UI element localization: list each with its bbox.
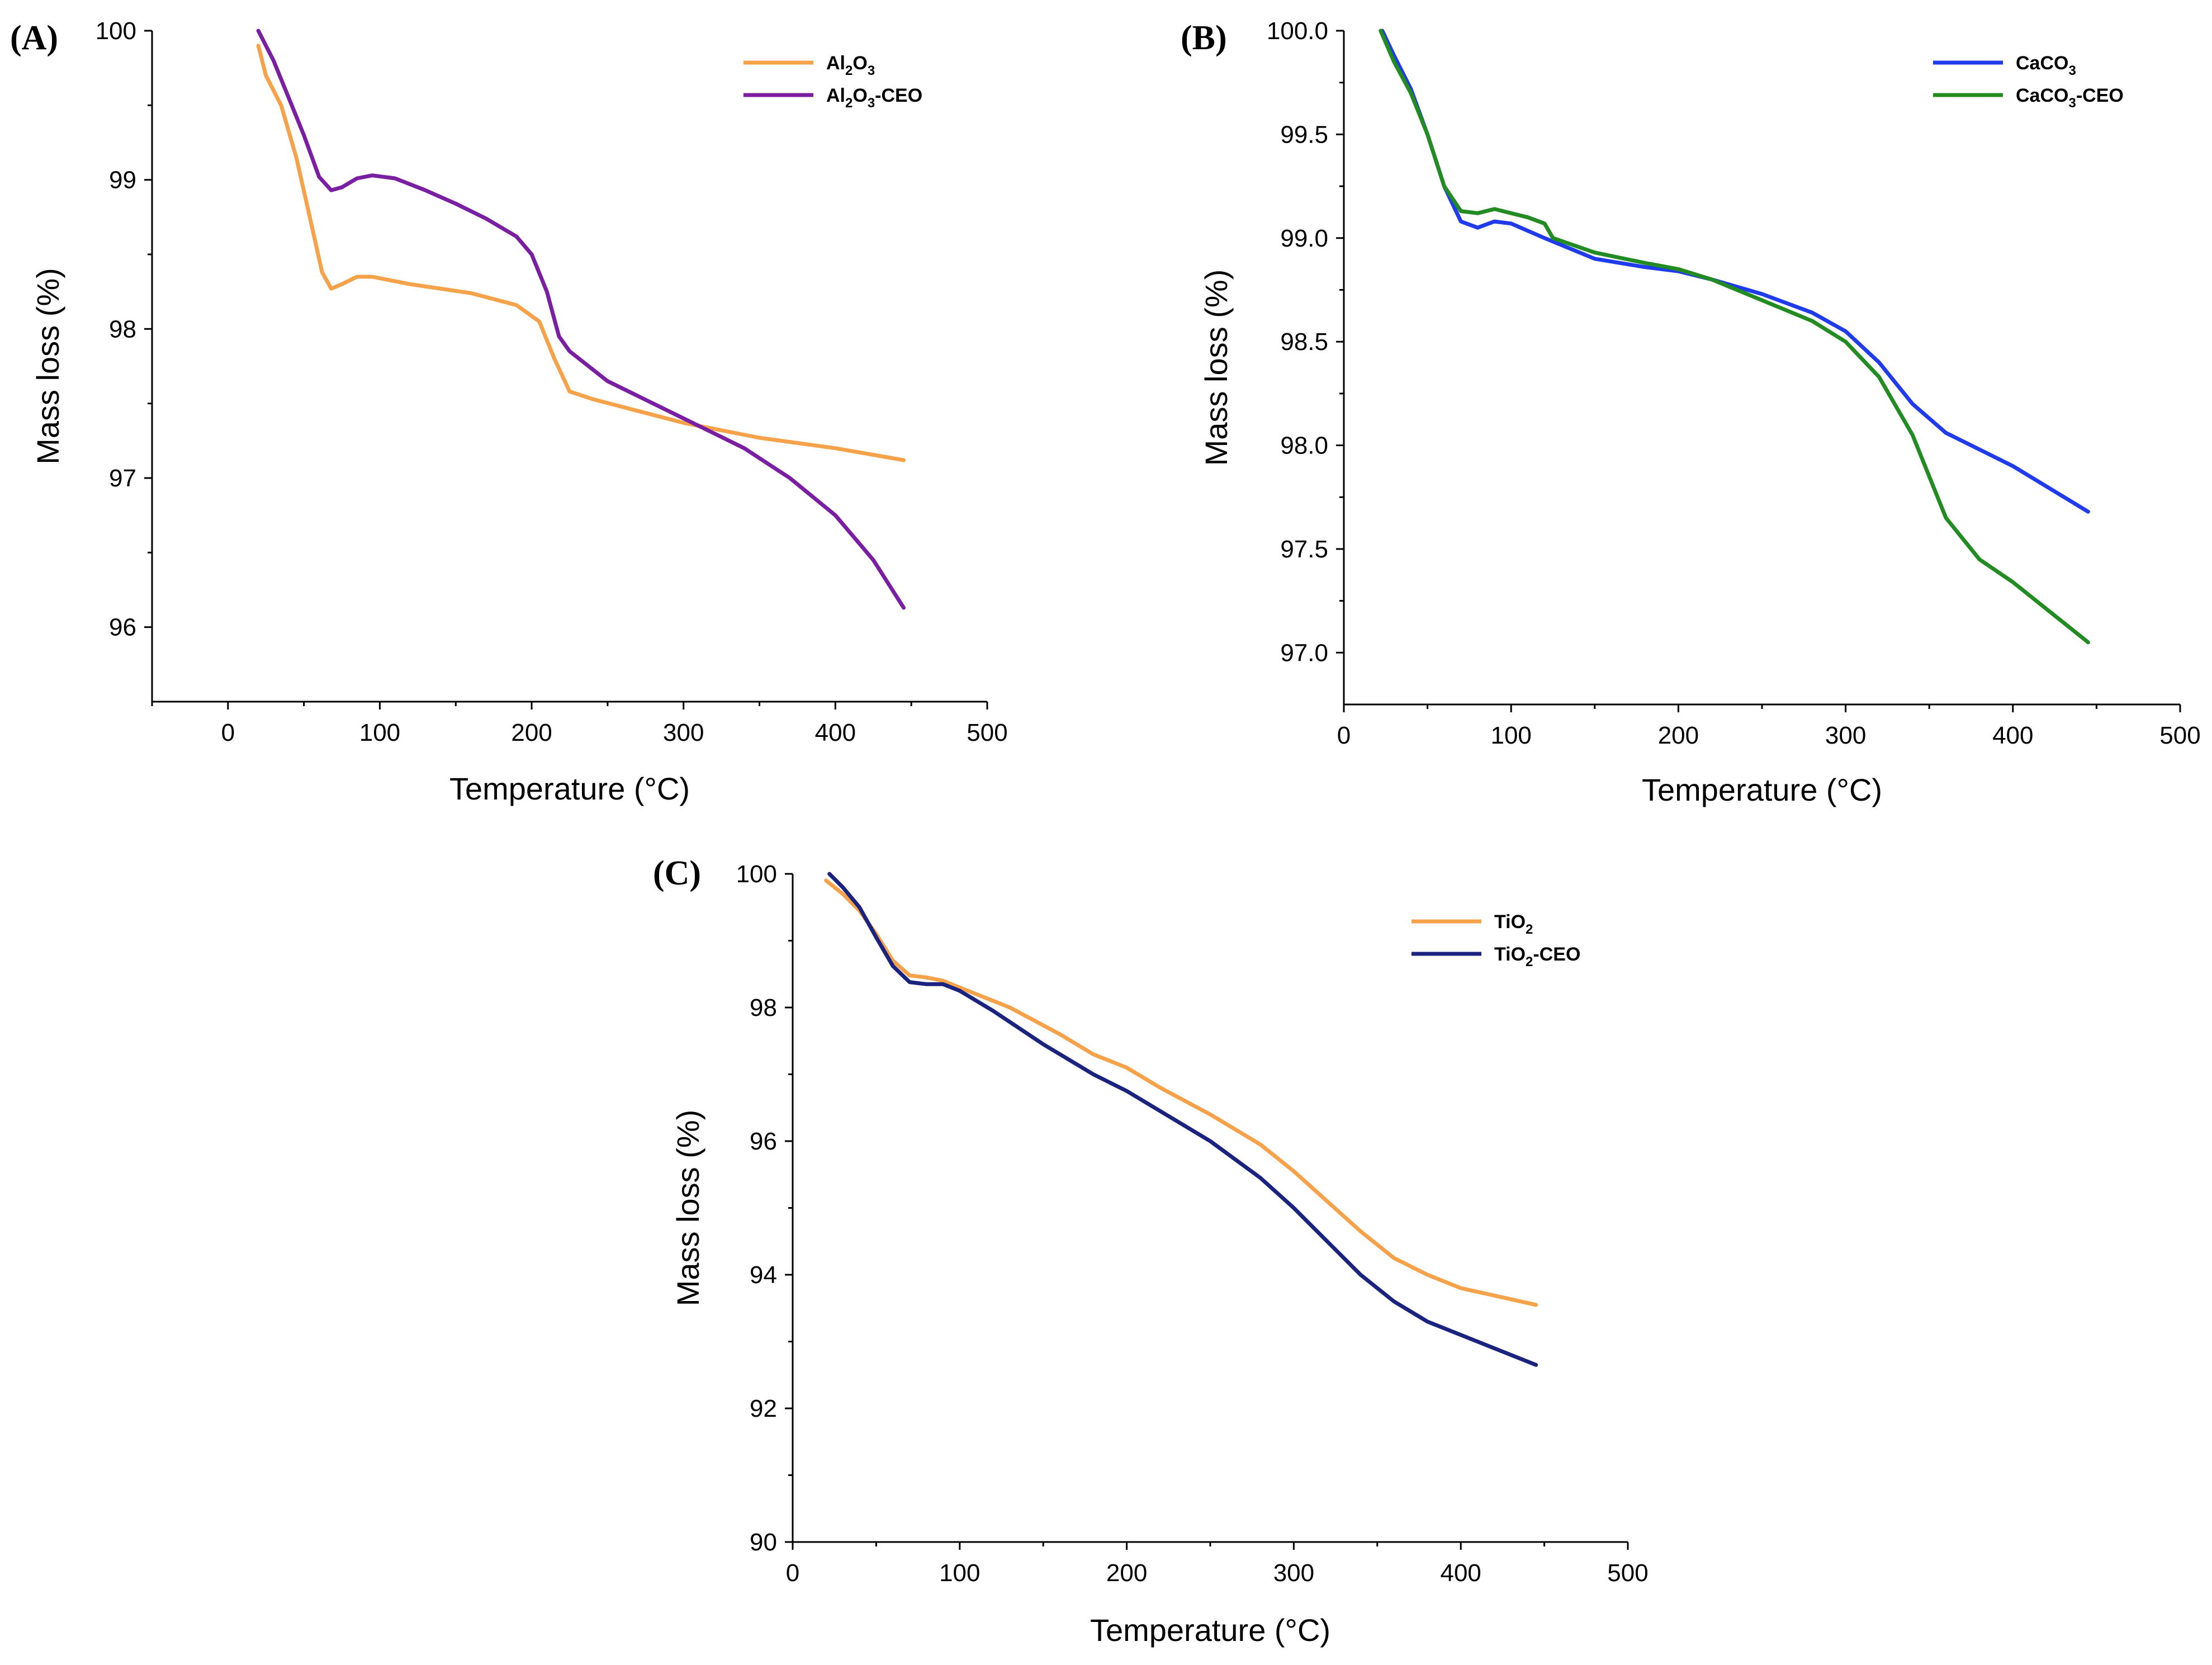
y-axis-title: Mass loss (%) bbox=[670, 1110, 705, 1307]
x-tick-label: 300 bbox=[1825, 722, 1866, 749]
panel-label: (C) bbox=[653, 854, 701, 892]
legend-label: CaCO3 bbox=[2016, 53, 2076, 78]
x-tick-label: 200 bbox=[511, 719, 552, 746]
y-tick-label: 97.5 bbox=[1280, 536, 1328, 563]
panel-label: (A) bbox=[10, 19, 58, 57]
legend-label: TiO2-CEO bbox=[1494, 944, 1580, 969]
x-tick-label: 300 bbox=[1273, 1559, 1314, 1587]
y-tick-label: 99.5 bbox=[1280, 121, 1328, 148]
y-tick-label: 98.5 bbox=[1280, 328, 1328, 356]
legend-text-part: O bbox=[852, 85, 867, 106]
y-tick-label: 97.0 bbox=[1280, 639, 1328, 666]
x-tick-label: 0 bbox=[786, 1559, 799, 1587]
y-tick-label: 100 bbox=[736, 860, 777, 888]
panel-b: 0 100 200 300 400 500 97.0 97.5 98.0 98.5 99.0 99.5… bbox=[1181, 17, 2201, 807]
series-line-tio2-ceo bbox=[827, 872, 1538, 1367]
legend-label: CaCO3-CEO bbox=[2016, 85, 2124, 111]
panel-c: 0 100 200 300 400 500 90 92 94 96 98 100 Temperature… bbox=[653, 854, 1649, 1648]
y-tick-label: 98 bbox=[750, 994, 777, 1021]
y-tick-label: 99 bbox=[109, 167, 136, 194]
legend-text-part: -CEO bbox=[875, 85, 922, 106]
legend-subscript: 2 bbox=[1526, 954, 1533, 969]
x-tick-label: 400 bbox=[815, 719, 856, 746]
legend-subscript: 3 bbox=[868, 96, 875, 111]
legend-text-part: Al bbox=[826, 53, 845, 74]
x-tick-label: 300 bbox=[663, 719, 704, 746]
y-tick-label: 96 bbox=[750, 1128, 777, 1155]
legend-label: Al2O3 bbox=[826, 53, 875, 78]
y-tick-label: 90 bbox=[750, 1529, 777, 1556]
y-tick-label: 99.0 bbox=[1280, 225, 1328, 252]
series-line-tio2 bbox=[824, 878, 1538, 1307]
y-tick-label: 96 bbox=[109, 614, 136, 641]
legend-text-part: -CEO bbox=[2076, 85, 2124, 106]
y-axis-title: Mass loss (%) bbox=[1199, 269, 1234, 466]
x-tick-label: 0 bbox=[1337, 722, 1351, 749]
y-tick-label: 98.0 bbox=[1280, 432, 1328, 460]
legend-text-part: -CEO bbox=[1533, 944, 1580, 965]
x-tick-label: 400 bbox=[1992, 722, 2033, 749]
legend-text-part: O bbox=[852, 53, 867, 74]
y-axis-title: Mass loss (%) bbox=[30, 268, 65, 465]
series-line-al2o3 bbox=[256, 44, 906, 462]
panel-a: 0 100 200 300 400 500 96 97 98 99 100 Temperature (… bbox=[10, 17, 1008, 806]
x-axis-title: Temperature (°C) bbox=[449, 771, 690, 806]
x-tick-label: 400 bbox=[1440, 1559, 1481, 1587]
x-tick-label: 100 bbox=[939, 1559, 980, 1587]
legend-label: TiO2 bbox=[1494, 911, 1533, 937]
series-line-al2o3-ceo bbox=[256, 29, 906, 610]
x-tick-label: 500 bbox=[1607, 1559, 1648, 1587]
legend-subscript: 3 bbox=[2068, 63, 2076, 78]
legend-text-part: CaCO bbox=[2016, 85, 2068, 106]
x-tick-label: 200 bbox=[1658, 722, 1699, 749]
y-tick-label: 97 bbox=[109, 465, 136, 492]
series-line-caco3-ceo bbox=[1379, 29, 2090, 645]
x-tick-label: 100 bbox=[1490, 722, 1531, 749]
legend-text-part: TiO bbox=[1494, 911, 1526, 933]
y-tick-label: 100 bbox=[96, 17, 136, 45]
x-tick-label: 500 bbox=[967, 719, 1007, 746]
series-line-caco3 bbox=[1380, 29, 2090, 514]
legend-subscript: 2 bbox=[1526, 922, 1533, 937]
y-tick-label: 100.0 bbox=[1267, 17, 1328, 45]
y-tick-label: 98 bbox=[109, 315, 136, 343]
y-tick-label: 92 bbox=[750, 1395, 777, 1422]
legend-subscript: 3 bbox=[868, 63, 875, 78]
legend-subscript: 3 bbox=[2068, 96, 2076, 111]
legend-text-part: Al bbox=[826, 85, 845, 106]
x-axis-title: Temperature (°C) bbox=[1642, 772, 1882, 807]
x-axis-title: Temperature (°C) bbox=[1090, 1612, 1330, 1648]
legend-subscript: 2 bbox=[845, 96, 852, 111]
legend-label: Al2O3-CEO bbox=[826, 85, 922, 111]
legend-text-part: TiO bbox=[1494, 944, 1526, 965]
x-tick-label: 500 bbox=[2159, 722, 2200, 749]
legend-subscript: 2 bbox=[845, 63, 852, 78]
x-tick-label: 100 bbox=[359, 719, 400, 746]
panel-label: (B) bbox=[1181, 19, 1227, 57]
x-tick-label: 200 bbox=[1106, 1559, 1147, 1587]
y-tick-label: 94 bbox=[750, 1261, 777, 1289]
legend-text-part: CaCO bbox=[2016, 53, 2068, 74]
x-tick-label: 0 bbox=[221, 719, 235, 746]
